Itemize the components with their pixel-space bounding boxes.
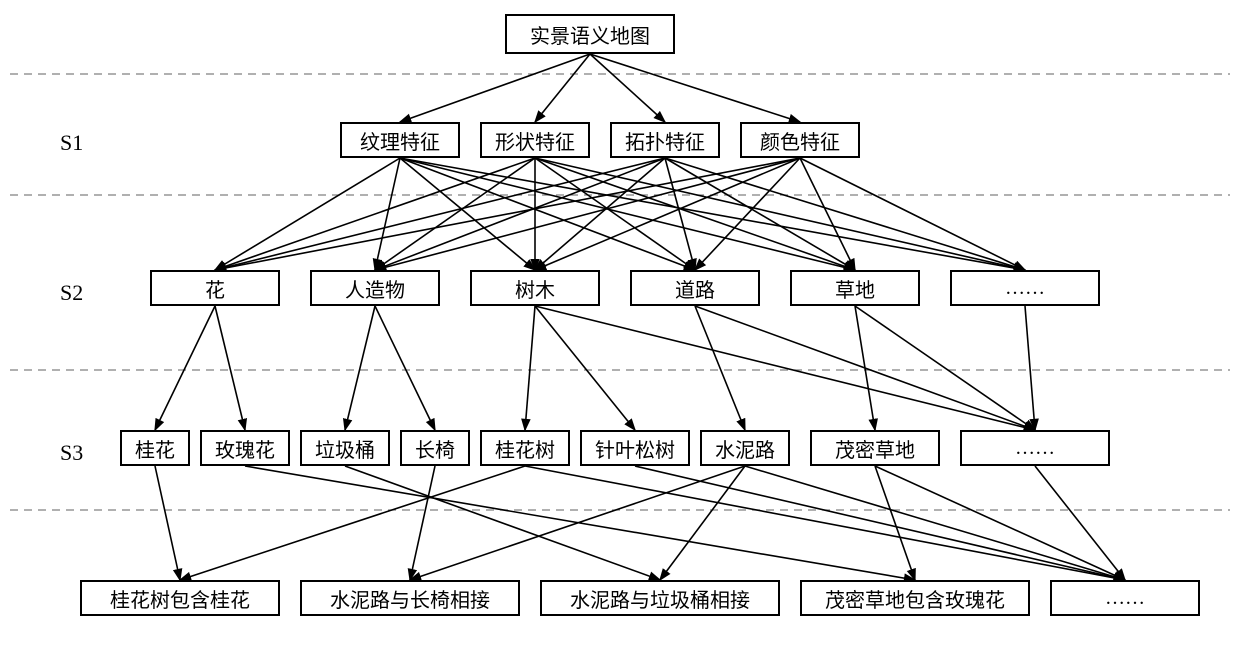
node-s3e: 桂花树 — [480, 430, 570, 466]
node-s3h: 茂密草地 — [810, 430, 940, 466]
edge-layer — [0, 0, 1240, 648]
node-r5: …… — [1050, 580, 1200, 616]
label-s1: S1 — [60, 130, 83, 156]
node-s1b: 形状特征 — [480, 122, 590, 158]
node-s2e: 草地 — [790, 270, 920, 306]
node-s1d: 颜色特征 — [740, 122, 860, 158]
node-s2a: 花 — [150, 270, 280, 306]
label-s2: S2 — [60, 280, 83, 306]
node-s3c: 垃圾桶 — [300, 430, 390, 466]
diagram-canvas: S1 S2 S3 实景语义地图纹理特征形状特征拓扑特征颜色特征花人造物树木道路草地 ……… — [0, 0, 1240, 648]
node-s2f: …… — [950, 270, 1100, 306]
node-s3f: 针叶松树 — [580, 430, 690, 466]
node-root: 实景语义地图 — [505, 14, 675, 54]
node-s3a: 桂花 — [120, 430, 190, 466]
node-s3i: …… — [960, 430, 1110, 466]
node-s3d: 长椅 — [400, 430, 470, 466]
node-s1a: 纹理特征 — [340, 122, 460, 158]
label-s3: S3 — [60, 440, 83, 466]
node-s3g: 水泥路 — [700, 430, 790, 466]
node-s1c: 拓扑特征 — [610, 122, 720, 158]
node-s2b: 人造物 — [310, 270, 440, 306]
node-s3b: 玫瑰花 — [200, 430, 290, 466]
node-r4: 茂密草地包含玫瑰花 — [800, 580, 1030, 616]
node-r3: 水泥路与垃圾桶相接 — [540, 580, 780, 616]
node-s2d: 道路 — [630, 270, 760, 306]
node-r2: 水泥路与长椅相接 — [300, 580, 520, 616]
node-r1: 桂花树包含桂花 — [80, 580, 280, 616]
node-s2c: 树木 — [470, 270, 600, 306]
